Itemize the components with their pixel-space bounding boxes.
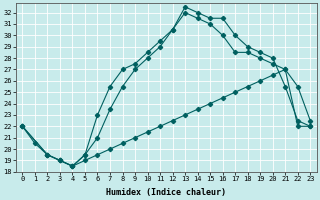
X-axis label: Humidex (Indice chaleur): Humidex (Indice chaleur) [106, 188, 226, 197]
